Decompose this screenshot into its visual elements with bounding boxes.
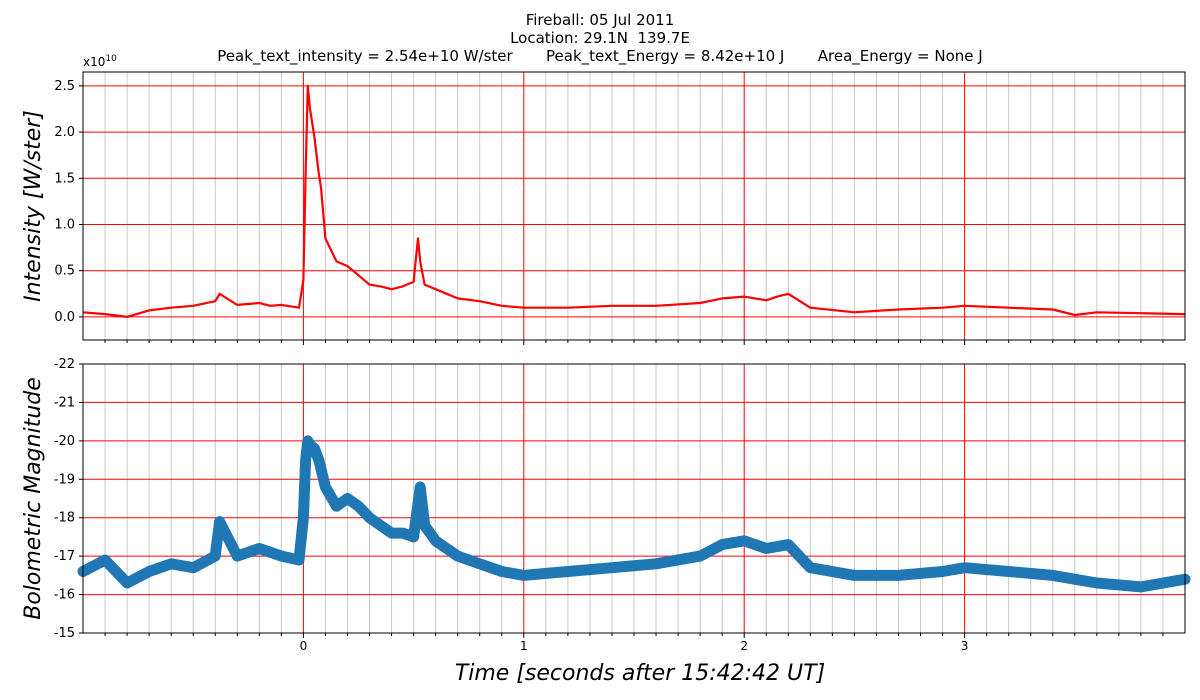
- intensity-y-tick-label: 0.5: [54, 264, 75, 279]
- chart-location: Location: 29.1N 139.7E: [510, 29, 690, 47]
- magnitude-x-tick-label: 2: [740, 639, 748, 653]
- magnitude-y-tick-label: -20: [54, 434, 75, 449]
- magnitude-axes: 0 1 2 3 -15 -16 -17 -18 -19 -20 -21 -22 Bolometric M…: [21, 357, 1191, 653]
- magnitude-y-tick-label: -18: [54, 511, 75, 526]
- magnitude-y-tick-label: -19: [54, 472, 75, 487]
- chart-title: Fireball: 05 Jul 2011: [525, 11, 675, 29]
- intensity-series-line: [82, 84, 1186, 318]
- intensity-y-tick-label: 1.0: [54, 217, 75, 232]
- magnitude-y-tick-label: -15: [54, 626, 75, 641]
- magnitude-x-tick-label: 3: [961, 639, 969, 653]
- magnitude-series-line: [77, 435, 1191, 593]
- magnitude-axes-frame: [82, 363, 1186, 634]
- magnitude-y-tick-label: -16: [54, 588, 75, 603]
- intensity-y-tick-label: 0.0: [54, 310, 75, 325]
- x-axis-label: Time [seconds after 15:42:42 UT]: [455, 661, 825, 686]
- intensity-offset-text: x1010: [83, 54, 117, 69]
- magnitude-y-tick-label: -21: [54, 395, 75, 410]
- magnitude-y-axis-label: Bolometric Magnitude: [21, 377, 46, 620]
- magnitude-y-tick-label: -17: [54, 549, 75, 564]
- magnitude-y-tick-label: -22: [54, 357, 75, 372]
- intensity-y-tick-label: 2.0: [54, 125, 75, 140]
- magnitude-x-tick-label: 1: [520, 639, 528, 653]
- intensity-y-axis-label: Intensity [W/ster]: [21, 110, 46, 302]
- chart-energy-summary: Peak_text_intensity = 2.54e+10 W/ster Pe…: [217, 47, 983, 65]
- intensity-y-tick-label: 1.5: [54, 171, 75, 186]
- intensity-axes-frame: [82, 71, 1186, 341]
- magnitude-x-tick-label: 0: [300, 639, 308, 653]
- intensity-y-tick-label: 2.5: [54, 79, 75, 94]
- intensity-offset-exponent: 10: [105, 54, 117, 64]
- intensity-axes: 0.0 0.5 1.0 1.5 2.0 2.5 Intensity [W/ster] x101…: [21, 54, 1186, 345]
